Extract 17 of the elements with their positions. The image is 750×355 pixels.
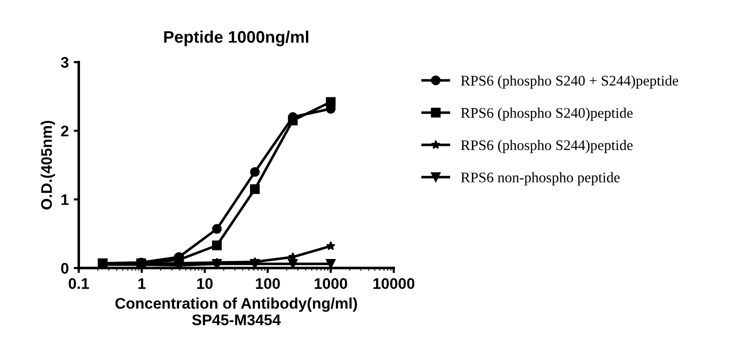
x-tick-label: 100 — [256, 278, 280, 289]
x-tick-label: 1000 — [314, 278, 348, 289]
x-tick-label: 1 — [138, 278, 146, 289]
y-tick-label: 2 — [61, 126, 68, 136]
y-axis-title: O.D.(405nm) — [40, 120, 55, 210]
x-tick-label: 10000 — [373, 278, 414, 289]
legend-label: RPS6 (phospho S240 + S244)peptide — [460, 75, 678, 89]
y-tick-label: 3 — [60, 56, 68, 68]
x-tick-label: 10 — [197, 278, 213, 289]
chart-title: Peptide 1000ng/ml — [164, 30, 308, 46]
legend-label: RPS6 (phospho S244)peptide — [460, 140, 633, 154]
y-tick-label: 0 — [61, 262, 68, 274]
legend-label: RPS6 non-phospho peptide — [460, 172, 620, 186]
legend-label: RPS6 (phospho S240)peptide — [460, 108, 633, 121]
x-tick-label: 0.1 — [68, 278, 89, 289]
y-tick-label: 1 — [61, 194, 69, 205]
x-axis-title: Concentration of Antibody(ng/ml) SP45-M3454 — [115, 298, 357, 326]
